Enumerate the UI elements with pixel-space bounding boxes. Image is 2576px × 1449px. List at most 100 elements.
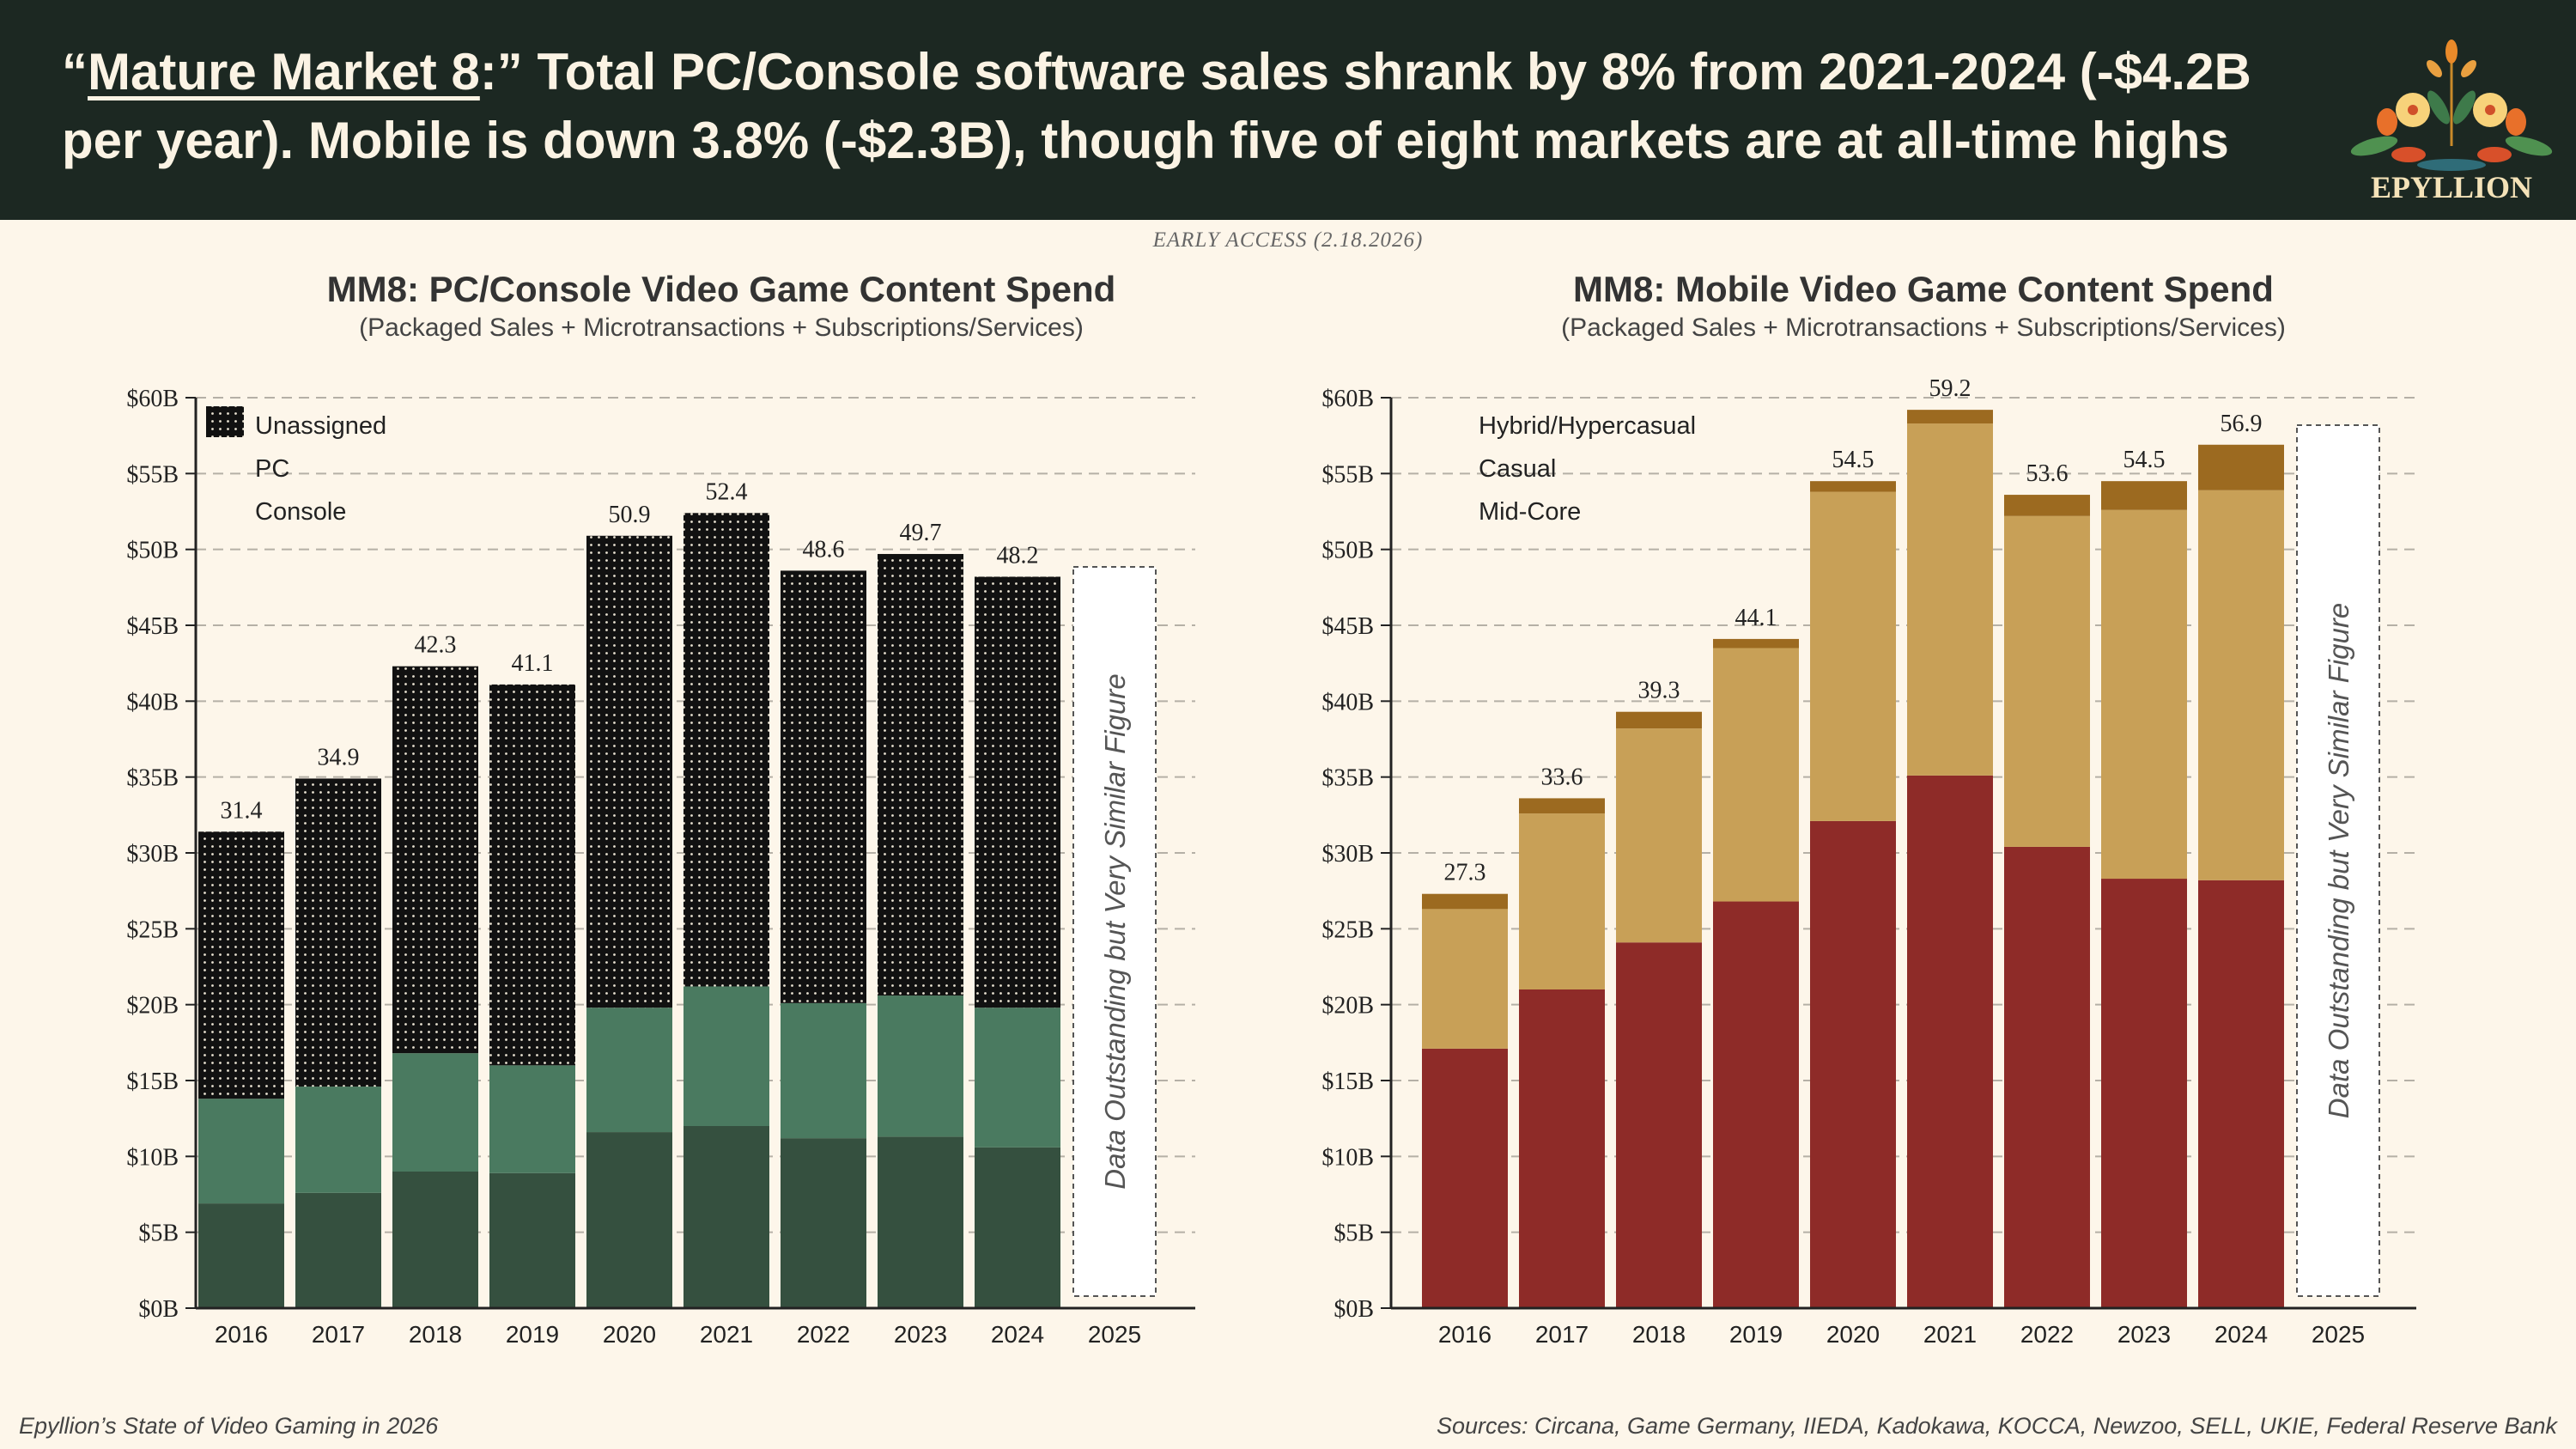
bar-pc-2024 [975,1008,1060,1148]
slide-title: “Mature Market 8:” Total PC/Console soft… [62,38,2312,175]
y-tick-label: $40B [1321,689,1374,715]
y-tick-label: $20B [1321,993,1374,1020]
bar-hybrid-hypercasual-2019 [1713,638,1799,648]
bar-casual-2021 [1907,423,1993,776]
header-banner: “Mature Market 8:” Total PC/Console soft… [0,0,2576,220]
bar-hybrid-hypercasual-2020 [1810,481,1896,492]
y-tick-label: $35B [1321,765,1374,792]
x-tick-label-2022: 2022 [797,1321,850,1348]
total-label-2023: 54.5 [2123,447,2166,473]
y-tick-label: $15B [126,1068,179,1095]
x-tick-label-2019: 2019 [506,1321,559,1348]
total-label-2018: 39.3 [1638,678,1680,704]
bar-mid-core-2016 [1422,1048,1508,1308]
y-tick-label: $30B [126,841,179,868]
chart-title-mobile: MM8: Mobile Video Game Content Spend [1573,269,2274,309]
footer-right: Sources: Circana, Game Germany, IIEDA, K… [1436,1413,2557,1439]
legend-label: Console [255,498,346,526]
total-label-2016: 27.3 [1444,860,1486,886]
epyllion-logo: EPYLLION [2350,40,2553,204]
legend-label: Hybrid/Hypercasual [1479,412,1696,440]
bar-console-2021 [683,1126,769,1308]
total-label-2019: 41.1 [512,650,554,677]
total-label-2023: 49.7 [900,520,942,546]
y-tick-label: $15B [1321,1068,1374,1095]
data-outstanding-box [2296,424,2380,1297]
bar-casual-2020 [1810,491,1896,821]
x-tick-label-2024: 2024 [2215,1321,2268,1348]
y-tick-label: $25B [126,916,179,943]
x-tick-label-2018: 2018 [409,1321,462,1348]
total-label-2018: 42.3 [415,632,457,659]
x-tick-label-2018: 2018 [1632,1321,1686,1348]
bar-casual-2024 [2198,490,2284,880]
bar-console-2022 [781,1138,866,1308]
bar-unassigned-2017 [295,778,381,1087]
bar-hybrid-hypercasual-2023 [2101,481,2187,510]
data-outstanding-note: Data Outstanding but Very Similar Figure [1099,673,1131,1189]
y-tick-label: $50B [126,538,179,564]
logo-text: EPYLLION [2371,170,2532,204]
chart-subtitle-pc-console: (Packaged Sales + Microtransactions + Su… [359,314,1084,342]
early-access-label: EARLY ACCESS (2.18.2026) [1152,228,1424,252]
legend-label: Casual [1479,455,1556,483]
bar-mid-core-2023 [2101,879,2187,1308]
bar-hybrid-hypercasual-2016 [1422,893,1508,910]
legend-label: Mid-Core [1479,498,1581,526]
bar-unassigned-2023 [878,553,963,996]
bar-casual-2017 [1519,813,1605,989]
x-tick-label-2019: 2019 [1729,1321,1783,1348]
bar-pc-2016 [198,1099,284,1204]
x-tick-label-2025: 2025 [1088,1321,1141,1348]
total-label-2017: 34.9 [318,744,360,770]
y-tick-label: $10B [1321,1144,1374,1171]
chart-title-pc-console: MM8: PC/Console Video Game Content Spend [326,269,1116,309]
bar-mid-core-2018 [1616,942,1702,1308]
bar-mid-core-2020 [1810,820,1896,1308]
bar-unassigned-2020 [586,535,672,1008]
y-tick-label: $5B [138,1221,179,1247]
footer-left: Epyllion’s State of Video Gaming in 2026 [19,1413,439,1439]
chart-1: $0B $5B $10B $15B $20B $25B $30B $35B $40B $45B $5… [1321,375,2416,1348]
total-label-2020: 54.5 [1832,447,1874,473]
data-outstanding-note: Data Outstanding but Very Similar Figure [2323,603,2354,1118]
bar-unassigned-2018 [392,666,478,1054]
title-rest: :” Total PC/Console software sales shran… [62,43,2251,169]
total-label-2020: 50.9 [609,502,651,528]
x-tick-label-2024: 2024 [991,1321,1044,1348]
y-tick-label: $55B [126,461,179,488]
y-tick-label: $60B [1321,386,1374,412]
chart-0: $0B $5B $10B $15B $20B $25B $30B $35B $40B $45B $5… [126,386,1195,1348]
bar-hybrid-hypercasual-2021 [1907,410,1993,424]
bar-hybrid-hypercasual-2024 [2198,444,2284,490]
bar-mid-core-2022 [2004,846,2090,1308]
floral-logo-icon [2350,40,2553,171]
y-tick-label: $5B [1334,1221,1374,1247]
bar-pc-2023 [878,995,963,1137]
bar-mid-core-2017 [1519,989,1605,1308]
y-tick-label: $20B [126,993,179,1020]
bar-hybrid-hypercasual-2022 [2004,495,2090,516]
total-label-2017: 33.6 [1541,764,1583,790]
data-outstanding-box [1072,566,1157,1297]
bar-console-2020 [586,1132,672,1308]
y-tick-label: $40B [126,689,179,715]
x-tick-label-2023: 2023 [2117,1321,2171,1348]
total-label-2022: 53.6 [2026,460,2069,487]
bar-hybrid-hypercasual-2017 [1519,798,1605,814]
x-tick-label-2025: 2025 [2312,1321,2365,1348]
x-tick-label-2021: 2021 [1923,1321,1977,1348]
bar-mid-core-2021 [1907,775,1993,1308]
y-tick-label: $25B [1321,916,1374,943]
bar-pc-2021 [683,986,769,1126]
total-label-2022: 48.6 [803,536,845,563]
legend-label: PC [255,455,289,483]
bar-pc-2022 [781,1002,866,1139]
x-tick-label-2023: 2023 [894,1321,947,1348]
total-label-2024: 56.9 [2221,411,2263,437]
bar-hybrid-hypercasual-2018 [1616,711,1702,729]
total-label-2016: 31.4 [221,797,263,824]
x-tick-label-2020: 2020 [1826,1321,1880,1348]
x-tick-label-2021: 2021 [700,1321,753,1348]
total-label-2019: 44.1 [1735,605,1777,631]
